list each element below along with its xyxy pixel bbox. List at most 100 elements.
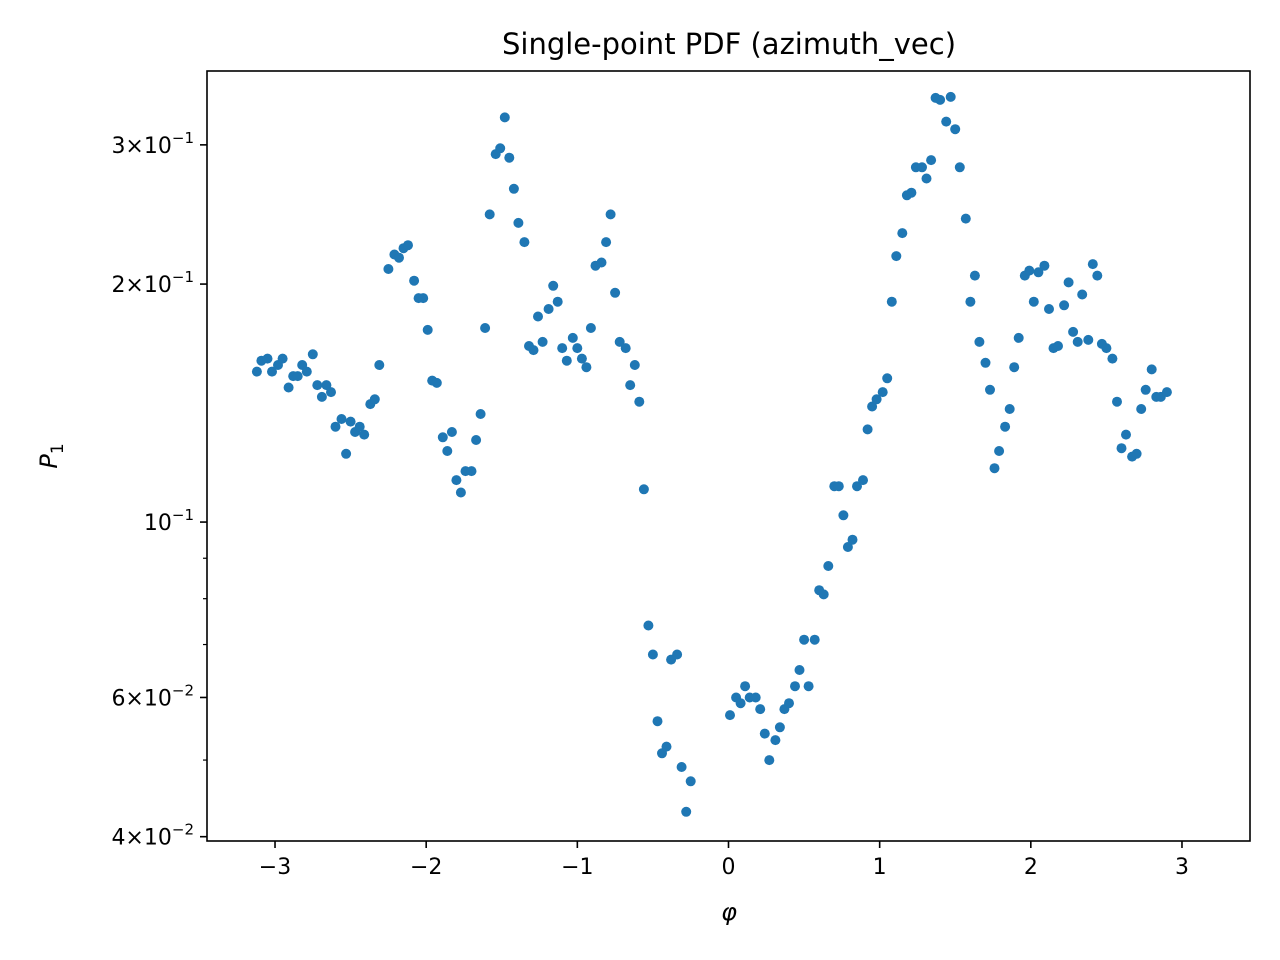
data-point bbox=[499, 112, 510, 123]
data-point bbox=[965, 296, 976, 307]
data-point bbox=[394, 252, 404, 263]
data-point bbox=[581, 362, 592, 373]
data-point bbox=[455, 487, 466, 498]
data-point bbox=[1044, 304, 1054, 314]
data-point bbox=[1053, 341, 1063, 351]
data-point bbox=[941, 116, 952, 127]
y-axis: 4×10−2 6×10−2 10−1 2×10−1 3×10−1 bbox=[111, 129, 207, 851]
chart-title: Single-point PDF (azimuth_vec) bbox=[502, 27, 956, 61]
x-tick-label: −2 bbox=[410, 855, 442, 880]
data-point bbox=[672, 649, 683, 660]
data-point bbox=[974, 336, 985, 347]
data-point bbox=[794, 665, 805, 675]
data-point bbox=[1092, 270, 1103, 281]
data-point bbox=[451, 475, 462, 486]
data-point bbox=[1059, 300, 1070, 311]
data-point bbox=[725, 710, 735, 721]
data-point bbox=[508, 183, 519, 194]
data-point bbox=[891, 251, 902, 262]
data-point bbox=[945, 91, 956, 102]
data-point bbox=[1077, 289, 1088, 300]
data-point bbox=[764, 755, 775, 766]
data-point bbox=[585, 323, 596, 333]
data-point bbox=[345, 416, 356, 427]
data-point bbox=[251, 366, 262, 377]
data-point bbox=[985, 384, 995, 395]
data-point bbox=[838, 510, 849, 521]
data-point bbox=[833, 481, 844, 492]
data-point bbox=[418, 293, 429, 304]
data-point bbox=[1140, 384, 1151, 395]
data-point bbox=[960, 213, 971, 224]
data-point bbox=[862, 424, 873, 435]
data-point bbox=[1000, 421, 1011, 432]
data-point bbox=[1101, 343, 1112, 354]
data-point bbox=[283, 382, 294, 393]
data-point bbox=[1083, 334, 1094, 345]
data-point bbox=[548, 280, 559, 291]
data-point bbox=[437, 432, 448, 443]
data-point bbox=[262, 353, 273, 364]
data-point bbox=[954, 162, 965, 173]
data-point bbox=[661, 741, 672, 752]
data-point bbox=[625, 380, 636, 391]
data-point bbox=[867, 401, 878, 412]
data-point bbox=[330, 421, 341, 432]
x-tick-label: −3 bbox=[259, 855, 291, 880]
data-point bbox=[1136, 404, 1147, 414]
data-point bbox=[620, 343, 631, 354]
data-point bbox=[610, 287, 621, 298]
x-tick-label: 2 bbox=[1024, 855, 1038, 880]
x-tick-label: 0 bbox=[722, 855, 736, 880]
data-point bbox=[369, 394, 380, 405]
data-point bbox=[383, 264, 394, 274]
data-point bbox=[543, 304, 554, 314]
data-point bbox=[643, 620, 654, 631]
data-point bbox=[759, 728, 770, 739]
data-point bbox=[561, 355, 572, 366]
data-point bbox=[681, 806, 692, 817]
data-point bbox=[1004, 404, 1015, 414]
data-point bbox=[312, 380, 323, 391]
data-point bbox=[292, 371, 303, 382]
data-point bbox=[858, 475, 868, 486]
data-point bbox=[740, 681, 751, 692]
data-point bbox=[803, 681, 814, 692]
data-point bbox=[267, 366, 277, 377]
data-point bbox=[442, 446, 453, 456]
x-axis: −3 −2 −1 0 1 2 3 bbox=[259, 841, 1189, 880]
data-point bbox=[784, 698, 794, 709]
data-point bbox=[354, 421, 365, 432]
data-point bbox=[950, 124, 961, 135]
data-point bbox=[847, 534, 858, 545]
data-point bbox=[605, 209, 616, 220]
data-point bbox=[882, 373, 893, 384]
data-point bbox=[403, 240, 413, 251]
x-axis-label: φ bbox=[721, 898, 737, 926]
data-point bbox=[537, 336, 548, 347]
data-point bbox=[422, 324, 433, 335]
data-point bbox=[596, 257, 607, 268]
x-tick-label: 3 bbox=[1175, 855, 1189, 880]
data-point bbox=[475, 409, 486, 419]
data-point bbox=[652, 716, 663, 727]
data-point bbox=[519, 237, 530, 248]
data-point bbox=[409, 275, 420, 286]
data-point bbox=[638, 484, 649, 495]
data-point bbox=[513, 217, 524, 228]
data-point bbox=[374, 360, 385, 370]
data-point bbox=[886, 296, 897, 307]
data-point bbox=[576, 353, 587, 364]
data-point bbox=[676, 762, 687, 772]
data-point bbox=[466, 466, 477, 477]
data-point bbox=[307, 349, 318, 360]
data-point bbox=[989, 463, 1000, 474]
x-tick-label: −1 bbox=[561, 855, 593, 880]
data-point bbox=[818, 589, 829, 600]
data-point bbox=[647, 649, 658, 660]
data-point bbox=[1116, 443, 1127, 454]
data-point bbox=[316, 391, 327, 402]
data-point bbox=[906, 187, 917, 198]
data-point bbox=[504, 152, 515, 163]
data-point bbox=[735, 698, 746, 709]
